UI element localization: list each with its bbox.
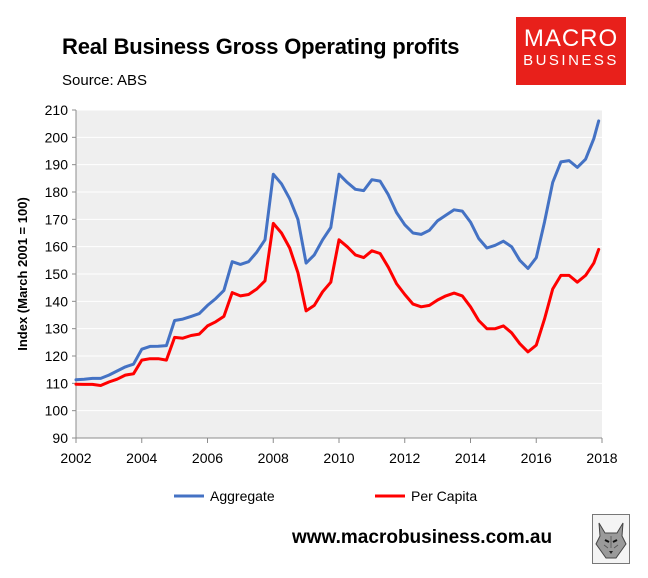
y-tick-label: 110 <box>46 375 69 391</box>
legend-label-per-capita: Per Capita <box>411 488 477 504</box>
y-tick-label: 140 <box>45 293 69 309</box>
x-tick-label: 2002 <box>60 450 91 466</box>
y-tick-label: 90 <box>52 430 68 446</box>
x-tick-label: 2008 <box>258 450 289 466</box>
y-tick-label: 180 <box>45 184 69 200</box>
x-tick-label: 2014 <box>455 450 486 466</box>
logo-text-business: BUSINESS <box>523 52 619 69</box>
chart-title: Real Business Gross Operating profits <box>62 34 460 59</box>
logo-text-macro: MACRO <box>523 25 619 52</box>
y-tick-label: 190 <box>45 157 69 173</box>
y-tick-label: 150 <box>45 266 69 282</box>
y-tick-label: 130 <box>45 321 69 337</box>
website-url: www.macrobusiness.com.au <box>292 527 553 548</box>
legend: Aggregate Per Capita <box>174 488 477 504</box>
wolf-logo-icon <box>592 514 630 564</box>
x-tick-label: 2012 <box>389 450 420 466</box>
y-tick-label: 210 <box>45 102 69 118</box>
y-tick-label: 200 <box>45 129 69 145</box>
macrobusiness-logo: MACRO BUSINESS <box>516 17 626 85</box>
y-tick-label: 120 <box>45 348 69 364</box>
x-tick-labels: 2002 2004 2006 2008 2010 2012 2014 2016 2018 <box>60 438 618 466</box>
series-line-aggregate <box>74 119 601 382</box>
series-lines <box>74 119 601 387</box>
y-tick-label: 170 <box>45 211 69 227</box>
y-tick-labels: 90 100 110 120 130 140 150 160 170 180 190 200 210 <box>45 102 76 446</box>
series-line-per-capita <box>74 221 601 387</box>
x-tick-label: 2018 <box>586 450 617 466</box>
x-tick-label: 2016 <box>521 450 552 466</box>
x-tick-label: 2006 <box>192 450 223 466</box>
legend-label-aggregate: Aggregate <box>210 488 275 504</box>
x-tick-label: 2004 <box>126 450 157 466</box>
y-axis-label: Index (March 2001 = 100) <box>15 197 30 351</box>
y-tick-label: 100 <box>45 403 69 419</box>
x-tick-label: 2010 <box>323 450 354 466</box>
y-tick-label: 160 <box>45 239 69 255</box>
chart-source: Source: ABS <box>62 72 148 89</box>
